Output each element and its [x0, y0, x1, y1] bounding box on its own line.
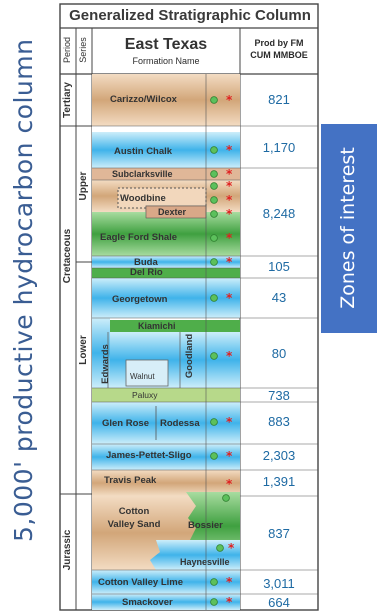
zones-of-interest-box [321, 124, 377, 333]
gas-symbol: * [226, 207, 233, 221]
formation-subclarksville: Subclarksville [112, 169, 173, 179]
gas-symbol: * [226, 193, 233, 207]
gas-symbols: * * * * * * * * * * * * * * * * [226, 93, 235, 609]
prod-woodbine: 8,248 [262, 206, 296, 221]
smackover-layer [92, 594, 240, 610]
formation-cvsand: Cotton Valley Sand [107, 506, 161, 530]
formation-kiamichi: Kiamichi [138, 321, 176, 331]
oil-symbol [210, 578, 218, 586]
period-jurassic: Jurassic [62, 529, 73, 571]
oil-symbol [210, 210, 218, 218]
formation-walnut: Walnut [130, 372, 155, 381]
formation-name-header: Formation Name [132, 56, 200, 66]
oil-symbol [216, 544, 224, 552]
prod-glenrose: 883 [268, 414, 290, 429]
region-title: East Texas [124, 36, 208, 53]
prod-buda: 105 [268, 259, 290, 274]
formation-jps: James-Pettet-Sligo [106, 450, 192, 461]
eagle-ford-layer [92, 212, 240, 256]
gas-symbol: * [226, 231, 233, 245]
formation-goodland: Goodland [184, 333, 195, 379]
gas-symbol: * [226, 349, 233, 363]
formation-buda: Buda [134, 257, 158, 268]
gas-symbol: * [226, 415, 233, 429]
paluxy-layer [92, 388, 240, 402]
oil-symbol [210, 196, 218, 204]
carizzo-layer [92, 74, 206, 126]
formation-bossier: Bossier [188, 520, 223, 531]
gas-symbol: * [226, 575, 233, 589]
oil-symbol [210, 146, 218, 154]
period-header: Period [62, 37, 72, 64]
formation-haynesville: Haynesville [180, 557, 230, 567]
formation-paluxy: Paluxy [132, 390, 158, 400]
series-upper: Upper [78, 171, 89, 201]
formation-glenrose: Glen Rose [102, 418, 149, 429]
oil-symbol [210, 182, 218, 190]
gas-symbol: * [226, 143, 233, 157]
prod-carizzo: 821 [268, 92, 290, 107]
series-header: Series [78, 37, 88, 63]
formation-cvlime: Cotton Valley Lime [98, 577, 183, 588]
oil-symbol [210, 294, 218, 302]
prod-cotton: 837 [268, 526, 290, 541]
oil-symbol [210, 234, 218, 242]
gas-symbol: * [226, 93, 233, 107]
formation-edwards: Edwards [100, 344, 111, 384]
formation-dexter: Dexter [158, 207, 187, 217]
prod-georgetown: 43 [271, 290, 287, 305]
gas-symbol: * [226, 179, 233, 193]
prod-smackover: 664 [268, 595, 290, 610]
oil-symbol [222, 494, 230, 502]
prod-header-2: CUM MMBOE [250, 50, 308, 60]
gas-symbol: * [226, 595, 233, 609]
formation-smackover: Smackover [122, 597, 173, 608]
oil-symbol [210, 258, 218, 266]
gas-symbol: * [226, 255, 233, 269]
gas-symbol: * [226, 167, 233, 181]
formation-delrio: Del Rio [130, 267, 163, 278]
prod-cvlime: 3,011 [263, 576, 295, 591]
oil-symbol [210, 418, 218, 426]
subclarksville-layer [92, 168, 240, 180]
period-cretaceous: Cretaceous [62, 228, 73, 284]
chart-title: Generalized Stratigraphic Column [69, 7, 311, 24]
prod-jps: 2,303 [262, 448, 296, 463]
formation-woodbine: Woodbine [120, 193, 166, 204]
travis-peak-layer [92, 470, 240, 496]
kiamichi-layer [110, 320, 240, 332]
prod-header-1: Prod by FM [254, 38, 304, 48]
gas-symbol: * [228, 541, 235, 555]
gas-symbol: * [226, 291, 233, 305]
formation-georgetown: Georgetown [112, 294, 168, 305]
oil-symbol [210, 96, 218, 104]
formation-carizzo: Carizzo/Wilcox [110, 94, 177, 105]
series-lower: Lower [78, 335, 89, 365]
oil-symbol [210, 352, 218, 360]
formation-austin: Austin Chalk [114, 146, 173, 157]
prod-austin: 1,170 [262, 140, 296, 155]
gas-symbol: * [226, 449, 233, 463]
formation-travispeak: Travis Peak [104, 475, 157, 486]
gas-symbol: * [226, 477, 233, 491]
prod-travispeak: 1,391 [262, 474, 296, 489]
del-rio-layer [92, 268, 240, 278]
prod-paluxy: 738 [268, 388, 290, 403]
symbol-group [210, 96, 230, 606]
oil-symbol [210, 452, 218, 460]
period-tertiary: Tertiary [62, 82, 73, 118]
austin-chalk-layer [92, 132, 206, 168]
oil-symbol [210, 170, 218, 178]
buda-layer [92, 256, 240, 268]
prod-edwards: 80 [271, 346, 287, 361]
formation-rodessa: Rodessa [160, 418, 200, 429]
oil-symbol [210, 598, 218, 606]
formation-eagleford: Eagle Ford Shale [100, 232, 178, 243]
